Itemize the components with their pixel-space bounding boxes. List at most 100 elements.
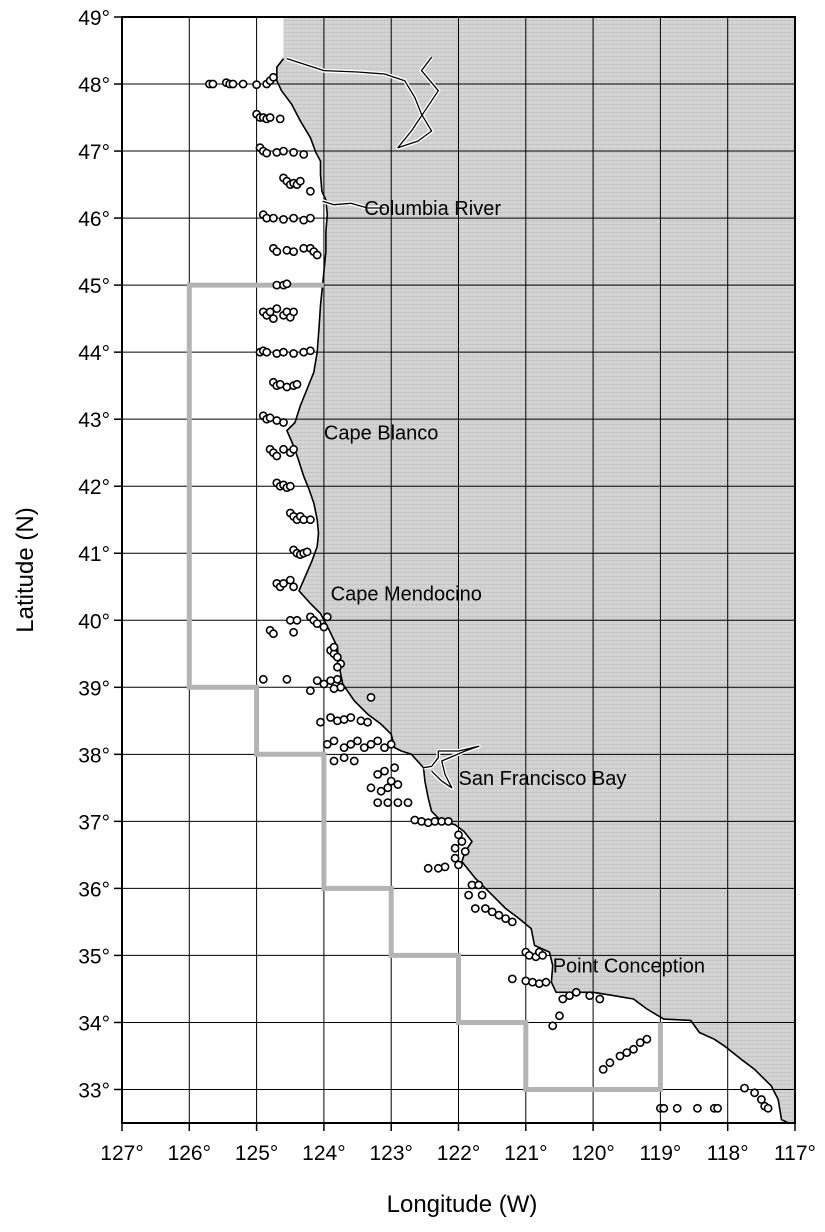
station-marker — [279, 347, 288, 357]
station-marker — [289, 444, 298, 454]
station-marker — [571, 987, 581, 997]
station-marker — [642, 1034, 652, 1044]
station-marker — [454, 860, 463, 870]
station-marker — [289, 627, 298, 637]
station-marker — [292, 379, 302, 389]
station-marker — [672, 1103, 682, 1113]
station-marker — [272, 247, 282, 256]
station-marker — [366, 739, 376, 749]
y-tick-label: 47° — [78, 141, 110, 164]
station-marker — [285, 481, 295, 491]
place-label: Cape Blanco — [324, 423, 439, 445]
station-marker — [289, 349, 298, 358]
station-marker — [312, 250, 322, 260]
station-marker — [332, 674, 342, 684]
station-marker — [289, 147, 298, 157]
station-marker — [258, 674, 268, 684]
station-marker — [380, 743, 389, 752]
place-label: Point Conception — [553, 955, 705, 977]
station-marker — [353, 736, 362, 746]
y-tick-label: 49° — [78, 7, 110, 30]
station-marker — [326, 713, 335, 722]
station-marker — [501, 914, 510, 923]
station-marker — [480, 904, 490, 913]
x-tick-label: 119° — [639, 1142, 681, 1165]
station-marker — [477, 890, 487, 900]
station-marker — [740, 1083, 749, 1093]
station-marker — [339, 753, 349, 763]
y-tick-label: 39° — [78, 677, 110, 700]
station-marker — [376, 786, 386, 796]
station-marker — [629, 1044, 638, 1054]
station-marker — [319, 622, 329, 632]
station-marker — [292, 615, 302, 625]
station-marker — [457, 837, 467, 846]
station-marker — [659, 1103, 669, 1113]
y-tick-label: 48° — [78, 74, 110, 97]
station-marker — [228, 79, 238, 89]
station-marker — [635, 1038, 645, 1047]
station-marker — [268, 72, 278, 82]
station-marker — [312, 619, 322, 628]
station-marker — [272, 304, 282, 313]
station-marker — [329, 736, 339, 746]
x-axis-title: Longitude (W) — [387, 1191, 538, 1218]
station-marker — [285, 575, 295, 585]
station-marker — [265, 307, 275, 317]
station-marker — [252, 80, 261, 90]
x-tick-label: 122° — [437, 1142, 480, 1165]
station-marker — [262, 347, 272, 357]
station-marker — [349, 756, 359, 766]
y-tick-label: 38° — [78, 744, 110, 767]
station-marker — [507, 974, 517, 984]
station-marker — [208, 79, 218, 89]
station-marker — [289, 247, 298, 256]
y-tick-label: 34° — [78, 1012, 110, 1035]
station-marker — [585, 991, 595, 1000]
inlet-shore — [423, 745, 480, 789]
station-marker — [332, 662, 342, 672]
x-tick-label: 123° — [369, 1142, 412, 1165]
station-marker — [326, 676, 335, 685]
station-marker — [713, 1103, 722, 1113]
station-marker — [279, 214, 288, 224]
station-marker — [279, 579, 288, 588]
station-marker — [380, 766, 389, 776]
station-marker — [289, 213, 298, 223]
station-marker — [386, 739, 396, 749]
x-axis: 127° 126° 125° 124° 123° 122° 121° 120° 119° 118°… — [100, 1123, 816, 1165]
station-marker — [383, 783, 393, 793]
station-marker — [373, 798, 383, 807]
station-marker — [282, 674, 292, 684]
station-marker — [289, 307, 298, 317]
y-tick-label: 36° — [78, 878, 110, 901]
y-tick-label: 42° — [78, 476, 110, 499]
y-axis: 33° 34° 35° 36° 37° 38° 39° 40° 41° 42° 43° 44° 45° 4… — [78, 7, 122, 1102]
station-marker — [363, 717, 372, 727]
station-marker — [433, 863, 443, 873]
station-marker — [329, 642, 339, 652]
station-marker — [598, 1065, 608, 1074]
place-labels: Columbia River Cape Blanco Cape Mendocino S… — [324, 198, 705, 977]
station-marker — [541, 977, 551, 987]
x-tick-label: 124° — [302, 1142, 345, 1165]
y-tick-label: 41° — [78, 543, 110, 566]
station-marker — [275, 114, 285, 124]
station-marker — [403, 798, 413, 807]
x-tick-label: 120° — [571, 1142, 614, 1165]
y-tick-label: 37° — [78, 811, 110, 834]
y-tick-label: 43° — [78, 409, 110, 432]
station-marker — [390, 763, 399, 773]
station-marker — [319, 679, 329, 689]
y-tick-label: 45° — [78, 275, 110, 298]
y-tick-label: 46° — [78, 208, 110, 231]
place-label: Columbia River — [364, 198, 501, 220]
inlet-shore — [286, 56, 439, 149]
station-marker — [450, 843, 460, 853]
station-marker — [383, 798, 393, 807]
station-marker — [464, 890, 473, 900]
x-tick-label: 121° — [504, 1142, 547, 1165]
x-tick-label: 118° — [707, 1142, 749, 1165]
station-marker — [494, 910, 504, 920]
